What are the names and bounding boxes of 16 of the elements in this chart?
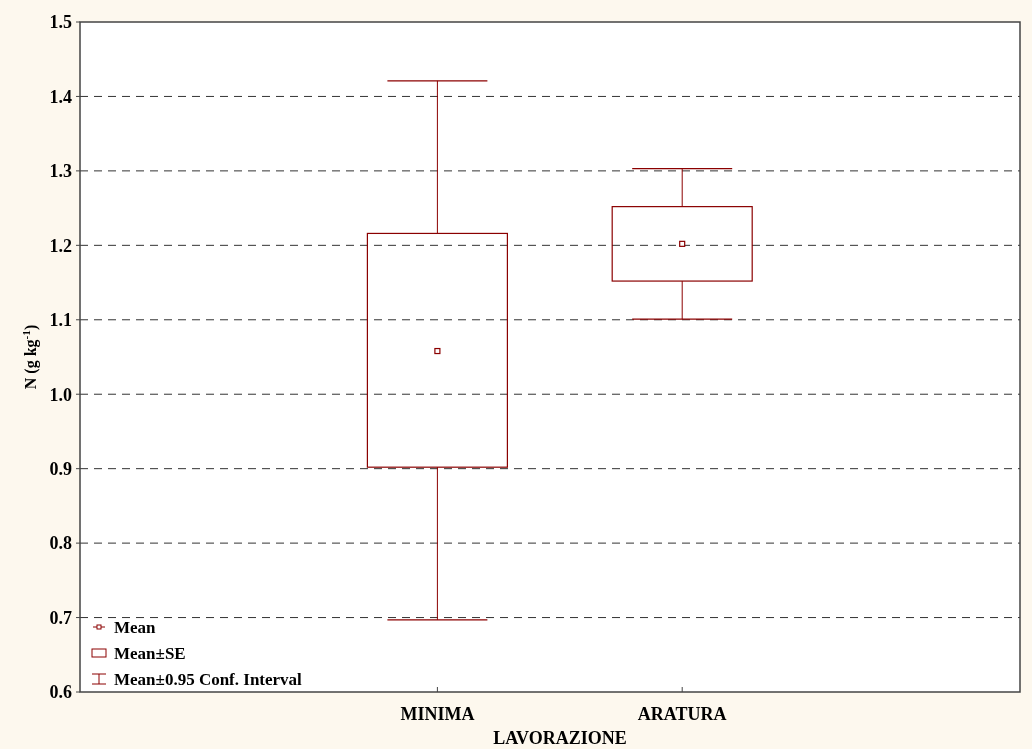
y-tick-label: 1.2 [49,235,72,256]
x-tick-label: MINIMA [400,704,475,724]
y-tick-label: 1.0 [49,384,72,405]
x-tick-label: ARATURA [637,704,727,724]
annotation: Mean±SE [114,643,186,663]
y-tick-label: 1.5 [49,12,72,33]
y-tick-label: 1.3 [49,161,72,182]
annotation: Mean [114,617,157,637]
x-axis-title: LAVORAZIONE [493,728,627,748]
y-tick-label: 0.8 [49,533,72,554]
y-tick-label: 1.1 [49,310,72,331]
annotation: Mean±0.95 Conf. Interval [114,669,303,689]
y-tick-label: 0.9 [49,458,72,479]
y-tick-label: 0.6 [49,682,72,703]
y-tick-label: 0.7 [49,607,72,628]
y-tick-label: 1.4 [49,86,72,107]
